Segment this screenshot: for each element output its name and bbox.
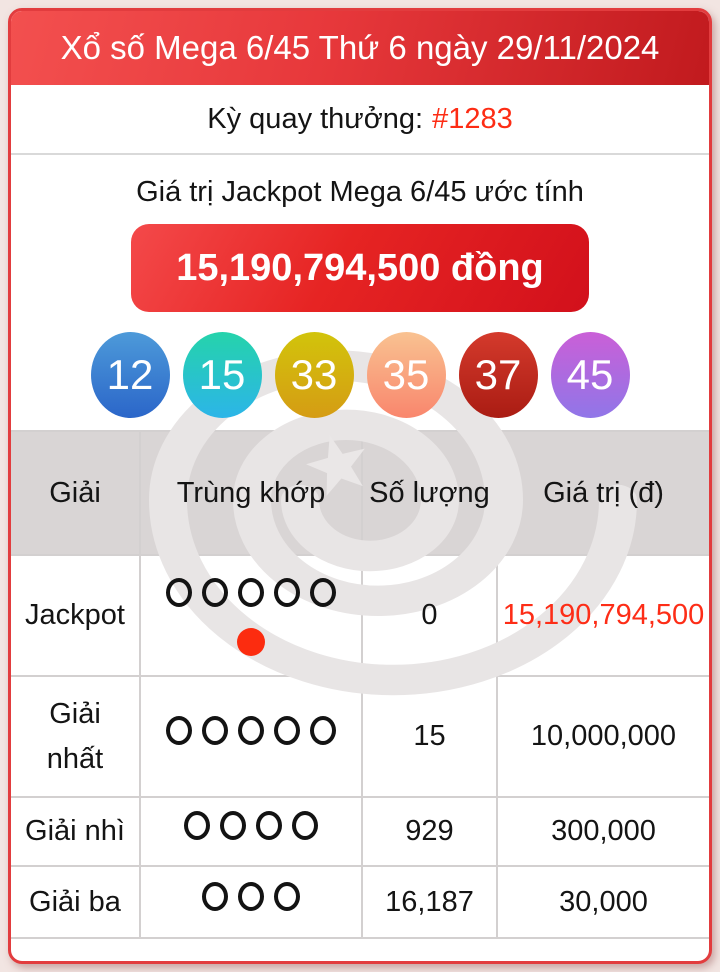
jackpot-amount: 15,190,794,500 đồng [176,246,544,289]
prize-name-cell: Giải nhất [11,675,141,798]
lottery-ball: 37 [458,332,538,418]
lottery-ball: 35 [366,332,446,418]
draw-number: #1283 [432,102,513,135]
prize-table-header-row: Giải Trùng khớp Số lượng Giá trị (đ) [11,430,709,556]
match-cell [139,554,363,677]
count-cell: 0 [361,554,498,677]
page-title: Xổ số Mega 6/45 Thứ 6 ngày 29/11/2024 [60,29,660,66]
match-circles-group [184,811,318,841]
match-cell [139,865,363,939]
lottery-ball-number: 12 [106,351,154,398]
match-circle-icon [202,577,228,607]
draw-label: Kỳ quay thưởng: [207,102,424,135]
page-title-bar: Xổ số Mega 6/45 Thứ 6 ngày 29/11/2024 [11,11,709,85]
prize-row: Giải ba 16,187 30,000 [11,865,709,939]
count-cell: 15 [361,675,498,798]
match-circle-icon [166,577,192,607]
lottery-ball: 12 [90,332,170,418]
match-circle-icon [274,881,300,911]
match-circle-icon [256,811,282,841]
match-circle-icon [238,577,264,607]
prize-row: Giải nhất 15 10,000,000 [11,675,709,798]
match-circle-icon [274,577,300,607]
prize-row: Giải nhì 929 300,000 [11,796,709,867]
match-circle-icon [202,716,228,746]
match-circle-icon [184,811,210,841]
column-header-count: Số lượng [361,430,498,556]
match-circle-icon [220,811,246,841]
lottery-ball-number: 35 [382,351,430,398]
jackpot-caption: Giá trị Jackpot Mega 6/45 ước tính [136,176,584,208]
lottery-ball-number: 33 [290,351,338,398]
lottery-ball: 15 [182,332,262,418]
count-cell: 929 [361,796,498,867]
match-circle-icon [238,881,264,911]
match-circles-group [166,716,336,746]
winning-numbers-row: 12 15 33 35 37 45 [11,332,709,418]
value-cell: 15,190,794,500 [496,554,709,677]
match-cell [139,796,363,867]
value-cell: 300,000 [496,796,709,867]
match-circle-icon [310,716,336,746]
prize-name-cell: Jackpot [11,554,141,677]
jackpot-amount-box: 15,190,794,500 đồng [131,224,589,312]
lottery-ball-number: 37 [474,351,522,398]
lottery-ball-number: 45 [566,351,614,398]
match-circle-icon [310,577,336,607]
match-circle-icon [166,716,192,746]
lottery-ball: 33 [274,332,354,418]
match-circle-icon [274,716,300,746]
column-header-match: Trùng khớp [139,430,363,556]
match-circles-group [202,881,300,911]
match-circle-icon [292,811,318,841]
lottery-ball: 45 [550,332,630,418]
prize-row: Jackpot 0 15,190,794,500 [11,554,709,677]
prize-table: Giải Trùng khớp Số lượng Giá trị (đ) Jac… [11,430,709,939]
draw-info-row: Kỳ quay thưởng: #1283 [11,85,709,155]
bonus-ball-dot-icon [237,627,265,656]
match-circle-icon [238,716,264,746]
prize-name-cell: Giải nhì [11,796,141,867]
value-cell: 10,000,000 [496,675,709,798]
match-cell [139,675,363,798]
column-header-prize: Giải [11,430,141,556]
column-header-value: Giá trị (đ) [496,430,709,556]
prize-name-cell: Giải ba [11,865,141,939]
match-circles-group [166,577,336,607]
lottery-ball-number: 15 [198,351,246,398]
match-circle-icon [202,881,228,911]
count-cell: 16,187 [361,865,498,939]
value-cell: 30,000 [496,865,709,939]
lottery-result-card: Xổ số Mega 6/45 Thứ 6 ngày 29/11/2024 Kỳ… [8,8,712,964]
